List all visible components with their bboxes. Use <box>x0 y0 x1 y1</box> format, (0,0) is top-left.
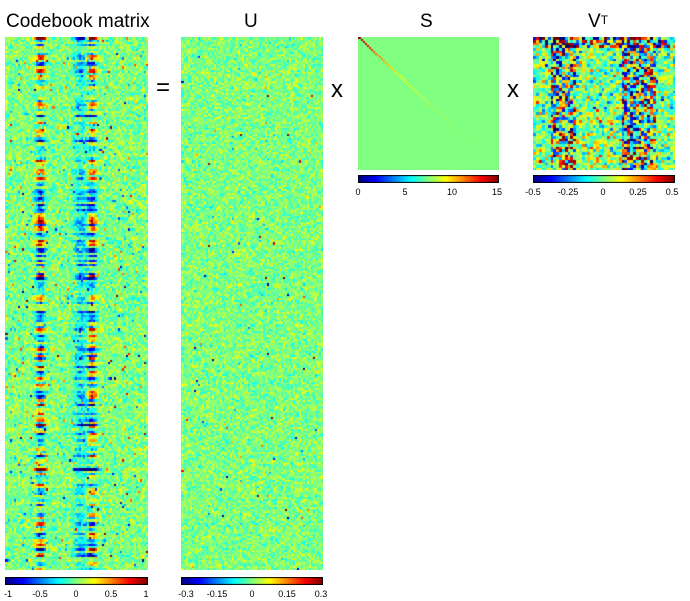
codebook-matrix-heatmap <box>5 37 148 570</box>
vt-title-superscript: T <box>600 13 609 27</box>
u-tick: 0 <box>249 589 255 599</box>
vt-tick: -0.25 <box>557 187 579 197</box>
times-sign-2: x <box>507 76 519 103</box>
equals-sign: = <box>156 74 171 101</box>
codebook-tick: -1 <box>3 589 13 599</box>
u-tick: -0.3 <box>178 589 194 599</box>
u-tick: 0.3 <box>314 589 328 599</box>
vt-matrix-heatmap <box>533 37 675 170</box>
vt-colorbar <box>533 175 675 183</box>
codebook-colorbar <box>5 577 148 585</box>
codebook-tick: 1 <box>143 589 149 599</box>
codebook-tick: 0.5 <box>104 589 118 599</box>
vt-tick: -0.5 <box>525 187 541 197</box>
codebook-matrix-title: Codebook matrix <box>6 11 150 32</box>
s-colorbar <box>358 175 499 183</box>
s-matrix-title: S <box>420 11 433 32</box>
times-sign-1: x <box>331 76 343 103</box>
u-tick: 0.15 <box>278 589 296 599</box>
s-tick: 5 <box>402 187 408 197</box>
u-matrix-title: U <box>244 11 258 32</box>
codebook-tick: 0 <box>73 589 79 599</box>
u-colorbar <box>181 577 323 585</box>
vt-matrix-title: VT <box>588 12 608 31</box>
u-matrix-heatmap <box>181 37 323 570</box>
vt-tick: 0 <box>600 187 606 197</box>
s-tick: 0 <box>355 187 361 197</box>
s-tick: 10 <box>446 187 458 197</box>
vt-title-base: V <box>588 11 601 32</box>
vt-tick: 0.5 <box>665 187 679 197</box>
s-matrix-heatmap <box>358 37 499 170</box>
vt-tick: 0.25 <box>629 187 647 197</box>
codebook-tick: -0.5 <box>32 589 48 599</box>
u-tick: -0.15 <box>206 589 228 599</box>
s-tick: 15 <box>491 187 503 197</box>
